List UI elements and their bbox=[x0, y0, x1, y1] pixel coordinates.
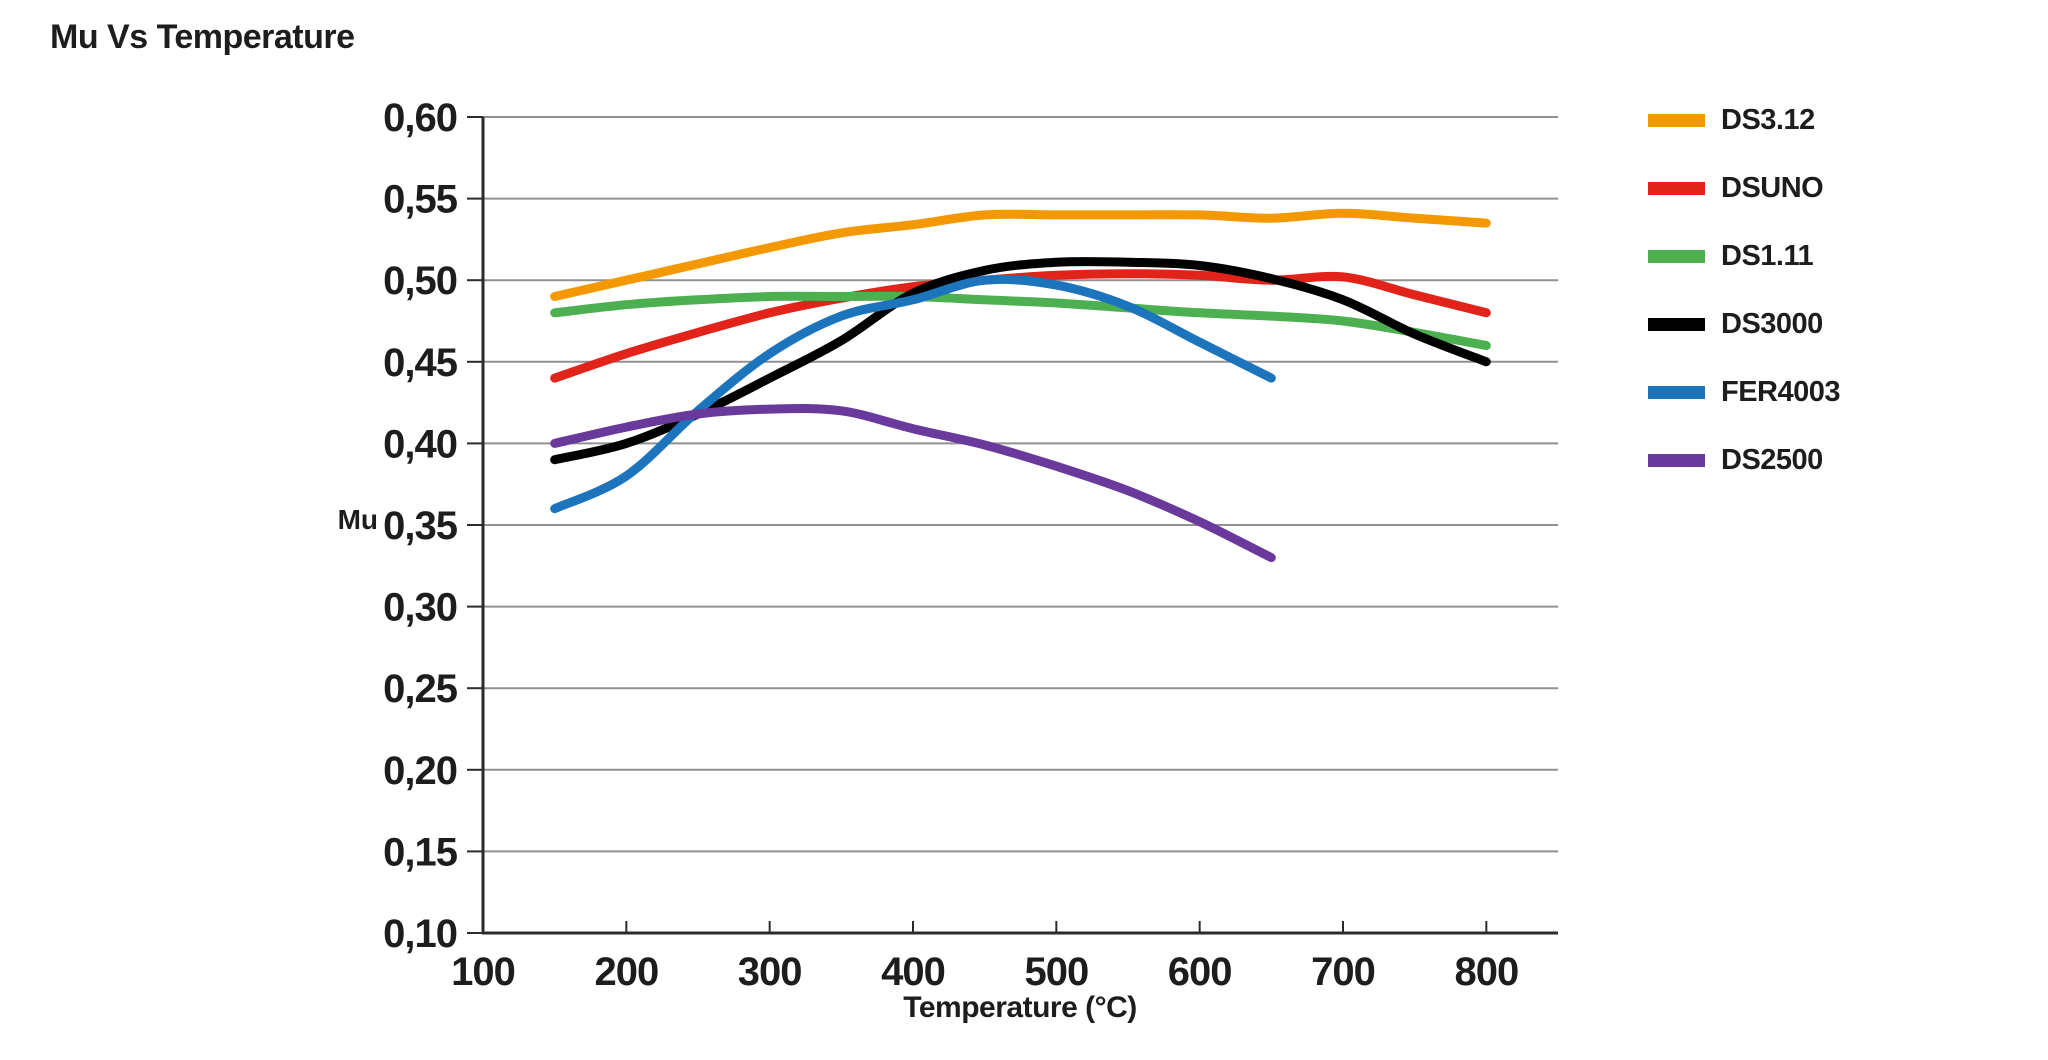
y-tick-label: 0,20 bbox=[383, 749, 457, 793]
y-tick-label: 0,25 bbox=[383, 667, 458, 711]
x-tick-label: 800 bbox=[1454, 950, 1518, 994]
x-tick-label: 400 bbox=[881, 950, 945, 994]
legend-swatch-red bbox=[1648, 181, 1705, 195]
legend-swatch-black bbox=[1648, 317, 1705, 331]
series-lines bbox=[550, 208, 1491, 563]
y-tick-label: 0,45 bbox=[383, 341, 458, 385]
x-tick-label: 200 bbox=[594, 950, 658, 994]
legend-swatch-purple bbox=[1648, 453, 1705, 467]
legend-label: DS3.12 bbox=[1721, 103, 1815, 136]
legend-label: DS3000 bbox=[1721, 307, 1823, 340]
series-line-DS3.12 bbox=[550, 208, 1491, 301]
tick-marks bbox=[467, 116, 1488, 934]
x-tick-label: 600 bbox=[1168, 950, 1232, 994]
x-tick-label: 300 bbox=[738, 950, 802, 994]
legend-swatch-green bbox=[1648, 249, 1705, 263]
y-axis-label: Mu bbox=[337, 504, 378, 535]
legend-item-ds312: DS3.12 bbox=[1648, 104, 1815, 136]
x-tick-label: 700 bbox=[1311, 950, 1375, 994]
series-line-DS2500 bbox=[550, 404, 1276, 563]
legend-label: DSUNO bbox=[1721, 171, 1824, 204]
y-tick-label: 0,40 bbox=[383, 422, 457, 466]
legend-item-fer4003: FER4003 bbox=[1648, 375, 1841, 408]
y-tick-label: 0,50 bbox=[383, 259, 457, 303]
legend-item-ds3000: DS3000 bbox=[1648, 308, 1823, 340]
legend-label: FER4003 bbox=[1721, 375, 1841, 408]
y-tick-label: 0,55 bbox=[383, 178, 458, 222]
legend-swatch-orange bbox=[1648, 113, 1705, 127]
series-line-FER4003 bbox=[550, 274, 1276, 514]
series-line-DS1.11 bbox=[550, 291, 1491, 350]
y-tick-label: 0,35 bbox=[383, 504, 458, 548]
legend-label: DS2500 bbox=[1721, 443, 1823, 476]
y-tick-label: 0,10 bbox=[383, 912, 457, 956]
x-axis-label: Temperature (°C) bbox=[903, 991, 1137, 1024]
legend-item-ds2500: DS2500 bbox=[1648, 444, 1823, 476]
series-line-DS3000 bbox=[550, 257, 1491, 465]
gridlines bbox=[483, 116, 1558, 853]
legend-label: DS1.11 bbox=[1721, 239, 1814, 272]
legend-swatch-blue bbox=[1648, 385, 1705, 399]
chart-title: Mu Vs Temperature bbox=[50, 18, 355, 56]
legend-item-dsuno: DSUNO bbox=[1648, 171, 1824, 204]
legend-item-ds111: DS1.11 bbox=[1648, 239, 1814, 272]
y-tick-label: 0,15 bbox=[383, 830, 458, 874]
x-tick-label: 500 bbox=[1024, 950, 1088, 994]
tick-labels: 0,10 0,15 0,20 0,25 0,30 0,35 0,40 0,45 0,50 0,55… bbox=[383, 96, 1519, 994]
y-tick-label: 0,60 bbox=[383, 96, 457, 140]
x-tick-label: 100 bbox=[451, 950, 515, 994]
y-tick-label: 0,30 bbox=[383, 586, 457, 630]
